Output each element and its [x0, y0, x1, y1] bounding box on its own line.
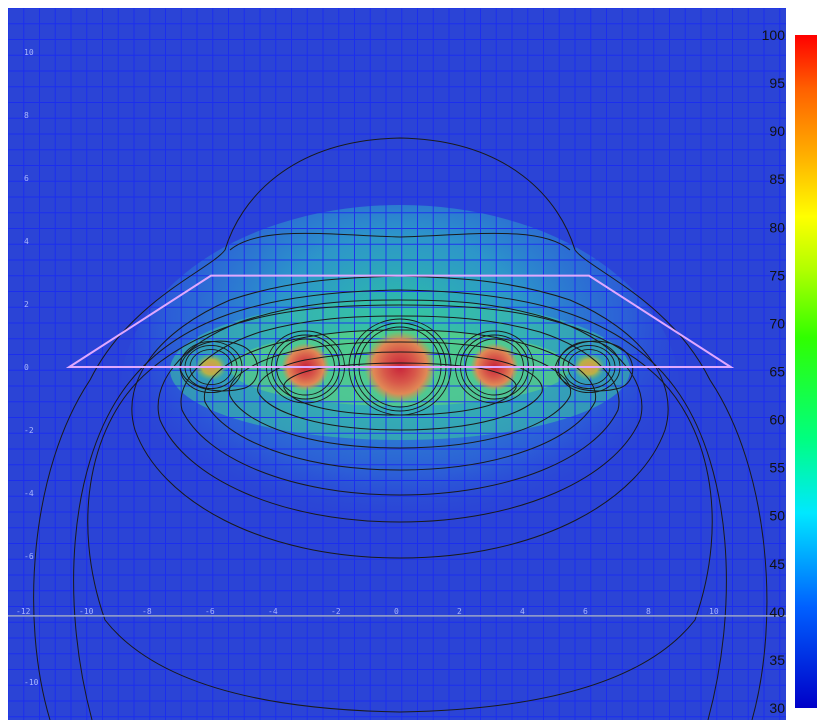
colorbar-tick-label: 95 — [769, 75, 785, 91]
x-tick-label: -4 — [268, 607, 278, 616]
outline-polygon — [65, 274, 735, 368]
colorbar-tick-labels: 100 95 90 85 80 75 70 65 60 55 50 45 40 35 30 — [762, 27, 786, 716]
grid-lines — [8, 8, 786, 720]
colorbar-tick-label: 80 — [769, 219, 785, 235]
colorbar-tick-label: 55 — [769, 460, 785, 476]
contour-6 — [157, 299, 643, 523]
colorbar-tick-label: 45 — [769, 556, 785, 572]
x-tick-label: 2 — [457, 607, 462, 616]
contour-9 — [228, 341, 572, 449]
colorbar-tick-label: 65 — [769, 364, 785, 380]
y-tick-label: 10 — [24, 48, 34, 57]
y-tick-label: 8 — [24, 111, 29, 120]
y-tick-label: -10 — [24, 678, 39, 687]
colorbar-tick-label: 35 — [769, 652, 785, 668]
colorbar-tick-label: 90 — [769, 123, 785, 139]
y-tick-labels: 10 8 6 4 2 0 -2 -4 -6 -10 — [24, 48, 39, 687]
y-tick-label: 4 — [24, 237, 29, 246]
x-tick-label: 0 — [394, 607, 399, 616]
contour-8 — [203, 329, 597, 471]
colorbar-tick-label: 85 — [769, 171, 785, 187]
x-tick-label: -8 — [142, 607, 152, 616]
contour-4 — [229, 232, 571, 251]
x-tick-label: 10 — [709, 607, 719, 616]
x-tick-label: -12 — [16, 607, 31, 616]
contour-11 — [283, 362, 517, 416]
y-tick-label: -4 — [24, 489, 34, 498]
x-tick-label: 4 — [520, 607, 525, 616]
x-tick-label: 8 — [646, 607, 651, 616]
y-tick-label: 0 — [24, 363, 29, 372]
contour-lines — [33, 137, 768, 720]
x-tick-label: -6 — [205, 607, 215, 616]
contour-10 — [257, 351, 543, 431]
y-tick-label: -2 — [24, 426, 34, 435]
y-tick-label: -6 — [24, 552, 34, 561]
x-tick-label: -10 — [79, 607, 94, 616]
colorbar-tick-label: 60 — [769, 412, 785, 428]
contour-7 — [180, 315, 620, 496]
contour-3 — [87, 304, 713, 713]
colorbar-tick-label: 40 — [769, 604, 785, 620]
y-tick-label: 2 — [24, 300, 29, 309]
colorbar-tick-label: 75 — [769, 267, 785, 283]
colorbar-tick-label: 50 — [769, 508, 785, 524]
x-tick-label: 6 — [583, 607, 588, 616]
colorbar-tick-label: 70 — [769, 315, 785, 331]
y-tick-label: 6 — [24, 174, 29, 183]
x-tick-labels: -12 -10 -8 -6 -4 -2 0 2 4 6 8 10 — [16, 607, 719, 616]
colorbar-tick-label: 100 — [762, 27, 786, 43]
x-tick-label: -2 — [331, 607, 341, 616]
contour-2 — [73, 289, 727, 720]
contour-outer — [33, 137, 768, 720]
colorbar — [795, 35, 817, 708]
colorbar-tick-label: 30 — [769, 700, 785, 716]
